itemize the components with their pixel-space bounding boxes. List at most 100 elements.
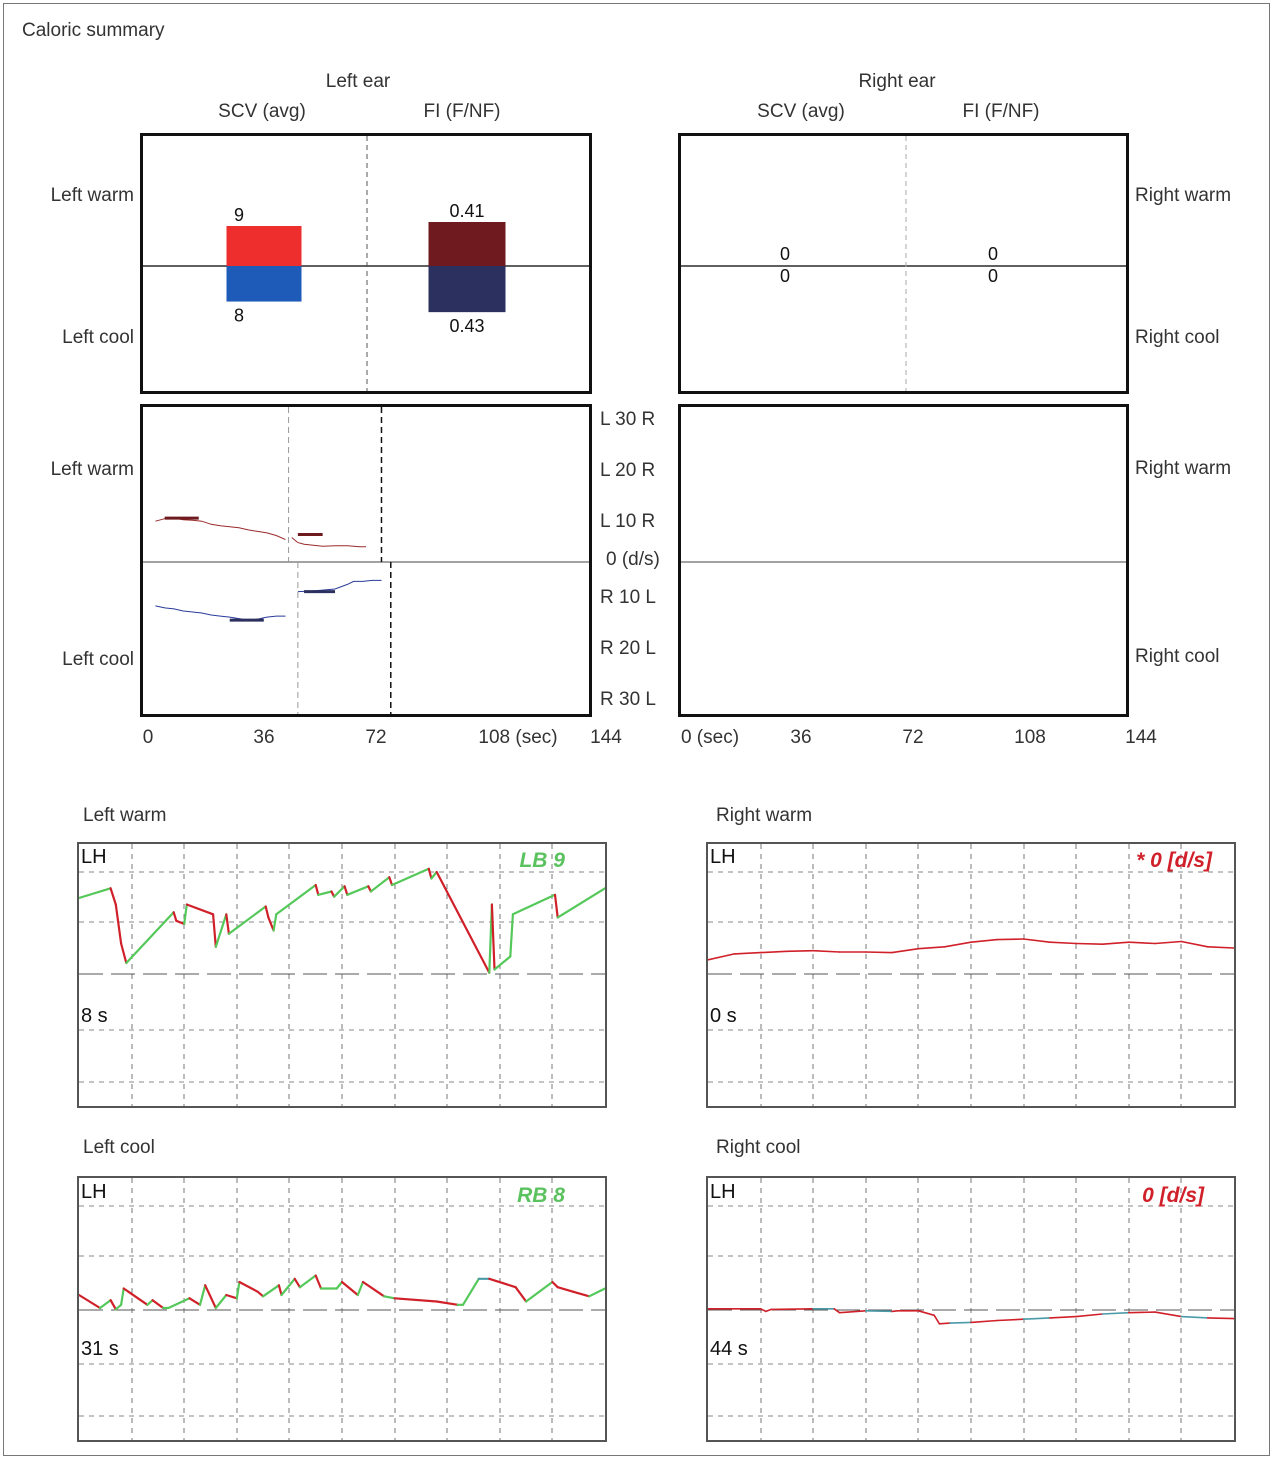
trace-segment bbox=[225, 1293, 238, 1300]
right-scv-header: SCV (avg) bbox=[757, 101, 845, 122]
trace-segment bbox=[275, 883, 317, 916]
trace-segment bbox=[427, 867, 433, 880]
trace-segment bbox=[1022, 938, 1051, 943]
channel-label: LH bbox=[710, 1181, 736, 1203]
trace-segment bbox=[314, 1274, 323, 1290]
row-label-left-warm-top: Left warm bbox=[50, 185, 134, 206]
left-scv-header: SCV (avg) bbox=[218, 101, 306, 122]
trace-segment bbox=[833, 1308, 841, 1314]
left-fi-header: FI (F/NF) bbox=[423, 101, 501, 122]
trace-segment bbox=[298, 1274, 317, 1289]
trace-segment bbox=[435, 870, 491, 974]
time-tick-left: 0 bbox=[142, 727, 154, 748]
trace-segment bbox=[759, 1308, 767, 1313]
trace-segment bbox=[1049, 1315, 1078, 1319]
trace-segment bbox=[388, 876, 394, 887]
trace-segment bbox=[146, 1299, 154, 1306]
nystagmus-badge: RB 8 bbox=[517, 1184, 565, 1207]
time-tick-right: 0 (sec) bbox=[680, 727, 740, 748]
time-tick-left: 108 (sec) bbox=[478, 727, 558, 748]
scv-series-line bbox=[155, 605, 286, 621]
trace-segment bbox=[214, 1293, 228, 1310]
trace-segment bbox=[812, 949, 841, 953]
trace-segment bbox=[996, 938, 1025, 941]
trace-segment bbox=[272, 913, 278, 932]
trace-segment bbox=[838, 1310, 867, 1314]
cool-bar bbox=[428, 266, 506, 313]
trace-segment bbox=[198, 1284, 207, 1306]
trace-segment bbox=[98, 1299, 112, 1310]
scale-label: R 10 L bbox=[600, 587, 656, 608]
trace-segment bbox=[79, 887, 112, 900]
cool-value-label: 0 bbox=[988, 266, 998, 286]
trace-segment bbox=[1180, 940, 1209, 948]
trace-segment bbox=[1154, 940, 1183, 945]
channel-label: LH bbox=[710, 846, 736, 868]
scale-label: R 20 L bbox=[600, 638, 656, 659]
trace-segment bbox=[167, 1297, 191, 1310]
warm-value-label: 0 bbox=[988, 244, 998, 264]
trace-segment bbox=[1075, 942, 1104, 945]
trace-segment bbox=[383, 1295, 396, 1300]
row-label-right-cool-mid: Right cool bbox=[1135, 646, 1220, 667]
trace-segment bbox=[204, 1284, 217, 1310]
figure-frame bbox=[3, 3, 1270, 1456]
trace-segment bbox=[256, 1290, 265, 1298]
trace-segment bbox=[109, 887, 117, 906]
trace-segment bbox=[1127, 1311, 1156, 1314]
trace-segment bbox=[262, 1284, 280, 1298]
trace-segment bbox=[175, 919, 186, 926]
trace-segment bbox=[556, 1286, 575, 1293]
trace-panel-right-cool: LH 0 [d/s] 44 s bbox=[706, 1176, 1236, 1442]
row-label-right-warm-top: Right warm bbox=[1135, 185, 1232, 206]
trace-segment bbox=[122, 1287, 149, 1306]
trace-segment bbox=[109, 1299, 117, 1311]
row-label-right-warm-mid: Right warm bbox=[1135, 458, 1232, 479]
trace-segment bbox=[235, 1280, 241, 1300]
trace-segment bbox=[917, 1310, 935, 1317]
channel-label: LH bbox=[81, 846, 107, 868]
trace-segment bbox=[891, 947, 920, 954]
trace-segment bbox=[317, 890, 333, 896]
trace-segment bbox=[1180, 1315, 1209, 1319]
trace-segment bbox=[493, 955, 512, 971]
warm-value-label: 9 bbox=[234, 205, 244, 225]
trace-segment bbox=[759, 950, 788, 954]
time-tick-left: 36 bbox=[253, 727, 275, 748]
scv-series-line bbox=[155, 517, 286, 541]
time-tick-left: 72 bbox=[365, 727, 387, 748]
trace-segment bbox=[490, 903, 496, 971]
cool-bar bbox=[226, 266, 302, 302]
trace-segment bbox=[369, 876, 391, 893]
trace-segment bbox=[511, 893, 557, 916]
trace-segment bbox=[551, 1280, 559, 1289]
left-ear-title: Left ear bbox=[325, 71, 391, 92]
trace-segment bbox=[1101, 1311, 1130, 1315]
cool-value-label: 8 bbox=[234, 306, 244, 326]
trace-segment bbox=[970, 1319, 999, 1324]
trace-segment bbox=[708, 953, 736, 961]
trace-segment bbox=[1022, 1317, 1051, 1320]
trace-segment bbox=[786, 949, 814, 953]
trace-segment bbox=[561, 887, 605, 916]
scale-label: 0 (d/s) bbox=[606, 549, 660, 570]
duration-label: 31 s bbox=[81, 1338, 119, 1360]
scale-label: L 20 R bbox=[600, 460, 656, 481]
cool-value-label: 0.43 bbox=[449, 316, 484, 336]
warm-bar bbox=[226, 226, 302, 266]
trace-segment bbox=[938, 1322, 951, 1325]
trace-segment bbox=[151, 1299, 165, 1310]
trace-segment bbox=[390, 867, 430, 887]
trace-segment bbox=[765, 1308, 772, 1313]
trace-segment bbox=[488, 1277, 517, 1289]
trace-segment bbox=[1154, 1311, 1183, 1318]
trace-segment bbox=[119, 942, 128, 965]
right-fi-header: FI (F/NF) bbox=[962, 101, 1040, 122]
scv-series-line bbox=[291, 537, 366, 548]
left-ear-bar-panel: 9 8 0.41 0.43 bbox=[140, 133, 592, 394]
trace-segment bbox=[212, 913, 217, 948]
trace-segment bbox=[1127, 941, 1156, 945]
trace-segment bbox=[172, 911, 178, 922]
trace-segment bbox=[119, 1287, 125, 1306]
